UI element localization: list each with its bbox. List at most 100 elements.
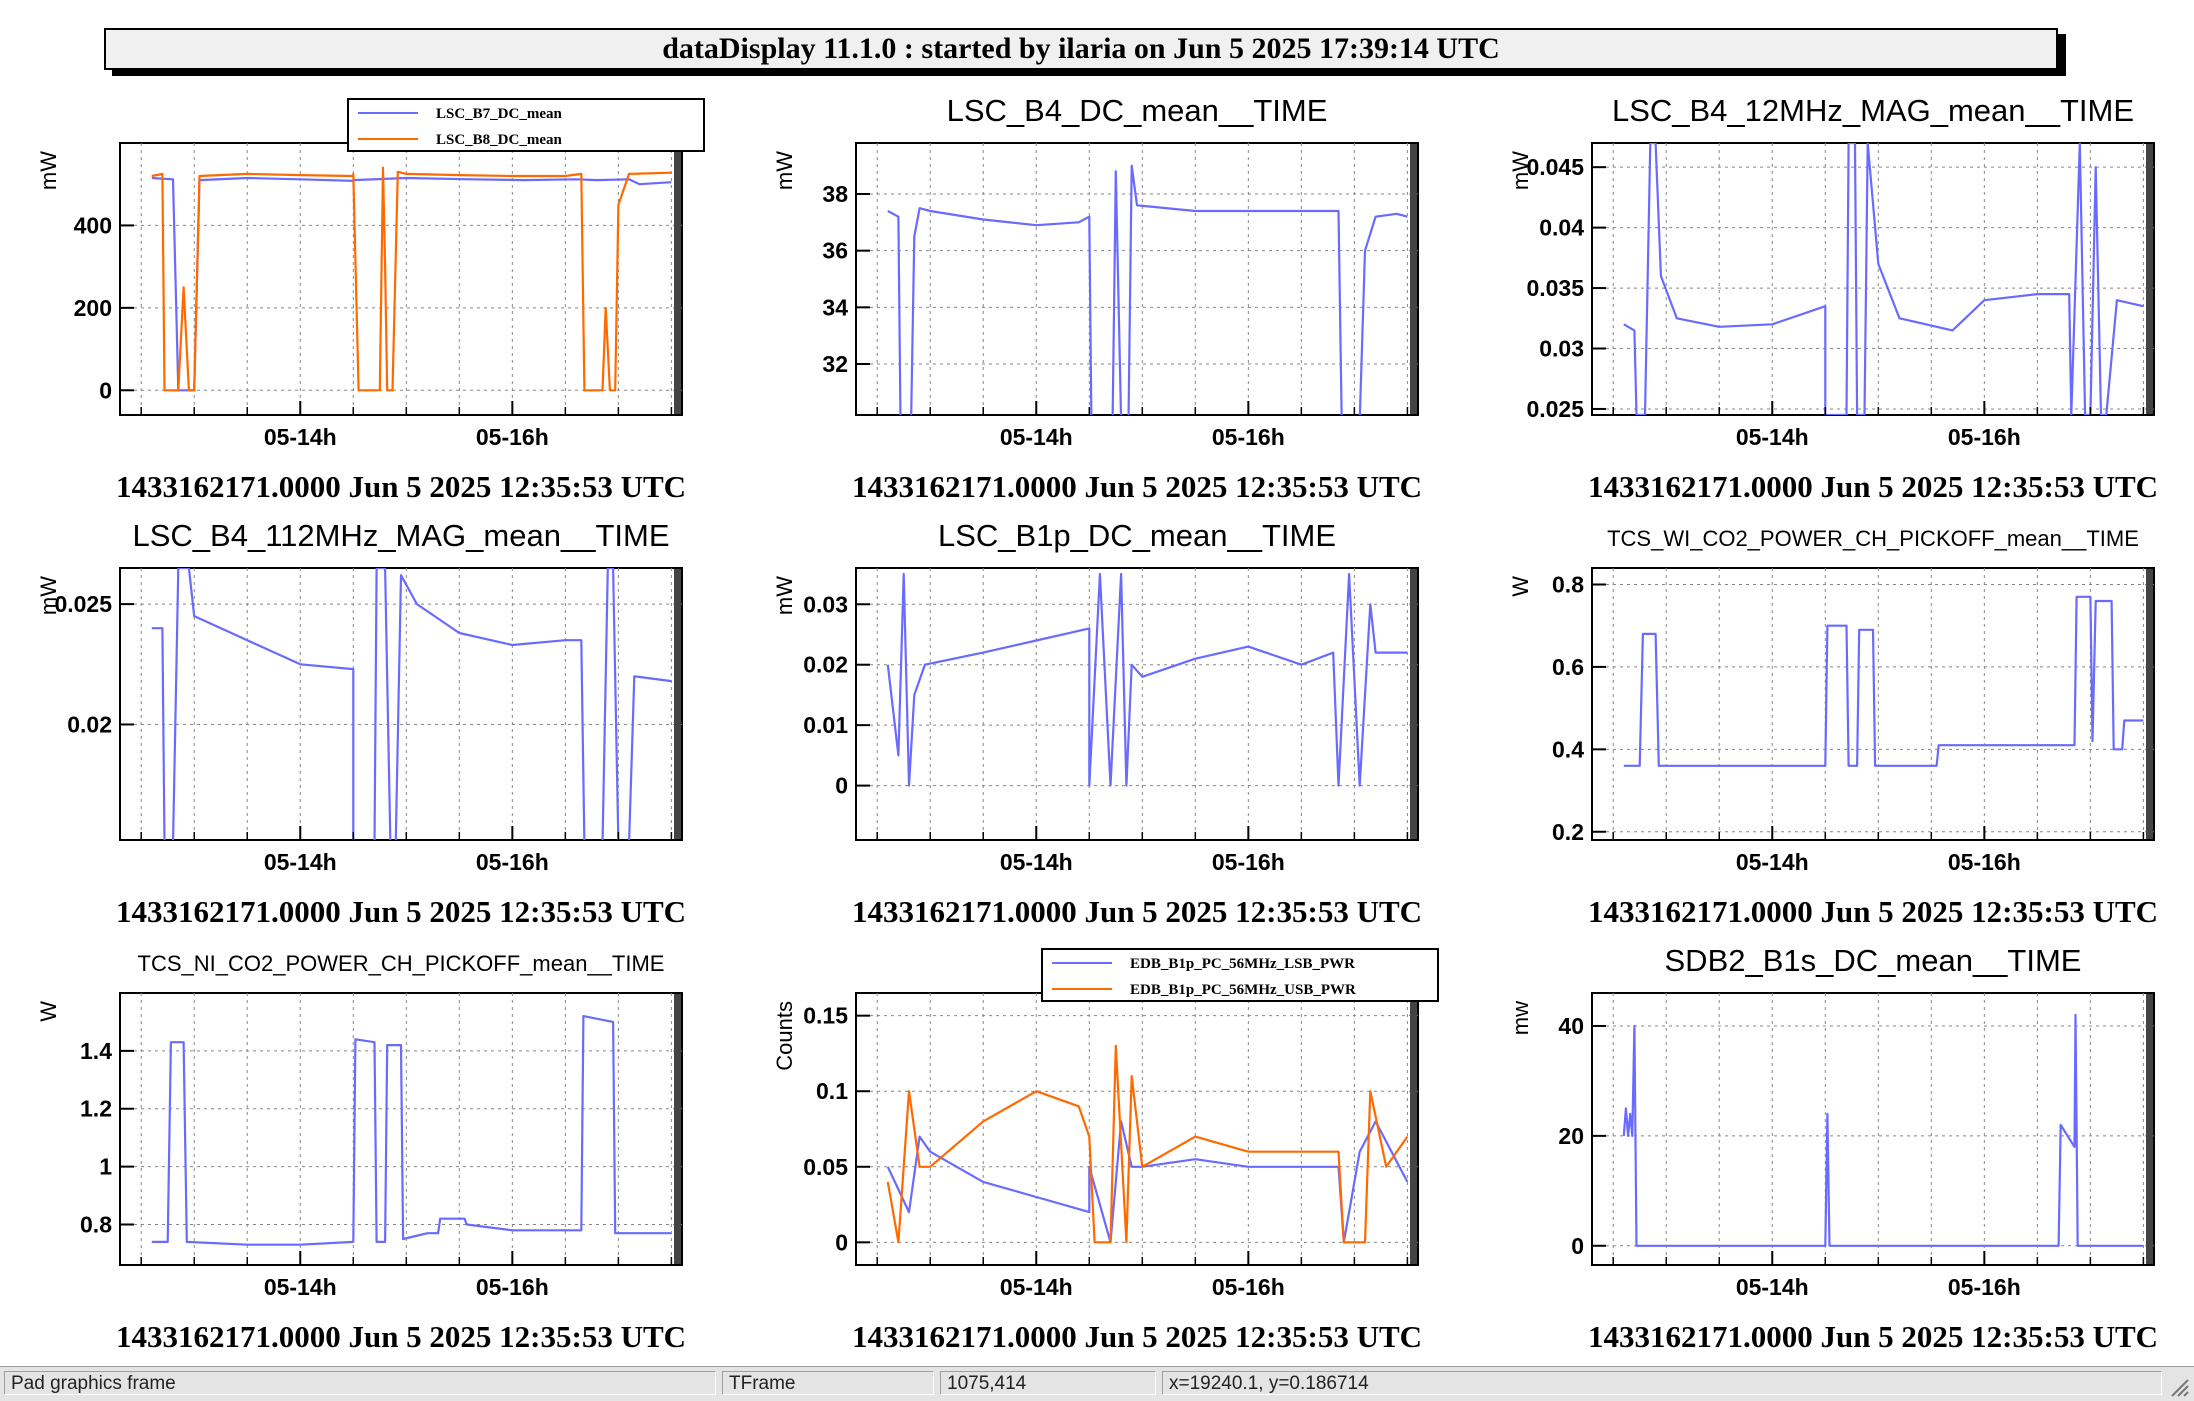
x-tick-label: 05-14h	[1736, 849, 1809, 875]
frame-edge-marker	[674, 994, 681, 1264]
y-tick-label: 0.03	[1539, 336, 1584, 362]
y-tick-label: 400	[74, 212, 112, 238]
y-tick-label: 0	[835, 1229, 848, 1255]
chart-title: LSC_B1p_DC_mean__TIME	[938, 518, 1336, 553]
y-tick-label: 0.02	[803, 652, 848, 678]
frame-edge-marker	[2146, 569, 2153, 839]
status-pixel-coords: 1075,414	[940, 1371, 1156, 1395]
x-tick-label: 05-16h	[1212, 424, 1285, 450]
x-tick-label: 05-14h	[1000, 849, 1073, 875]
y-tick-label: 0.4	[1552, 736, 1584, 762]
y-tick-label: 20	[1558, 1123, 1584, 1149]
y-tick-label: 0.03	[803, 591, 848, 617]
frame-edge-marker	[1410, 569, 1417, 839]
y-tick-label: 0.04	[1539, 215, 1584, 241]
legend-box	[347, 98, 705, 152]
series-line-2	[151, 166, 672, 392]
window-title: dataDisplay 11.1.0 : started by ilaria o…	[662, 32, 1500, 65]
y-tick-label: 0.02	[67, 711, 112, 737]
chart-title: TCS_WI_CO2_POWER_CH_PICKOFF_mean__TIME	[1607, 526, 2139, 551]
legend-label: LSC_B8_DC_mean	[436, 132, 563, 148]
series-line-1	[1623, 595, 2144, 767]
x-axis-label: 1433162171.0000 Jun 5 2025 12:35:53 UTC	[116, 469, 686, 504]
x-tick-label: 05-16h	[476, 1274, 549, 1300]
chart-panel-2: 32 34 36 38 05-14h 05-16h mW LSC_B4_DC_mean__TI…	[772, 93, 1422, 504]
plot-frame	[1591, 567, 2155, 841]
y-tick-label: 1.4	[80, 1038, 112, 1064]
y-tick-label: 40	[1558, 1013, 1584, 1039]
y-tick-label: 36	[822, 238, 848, 264]
legend-label: EDB_B1p_PC_56MHz_USB_PWR	[1130, 982, 1356, 998]
y-tick-label: 0.15	[803, 1003, 848, 1029]
x-tick-label: 05-16h	[476, 424, 549, 450]
x-tick-label: 05-16h	[1948, 1274, 2021, 1300]
chart-panel-8: 0 0.05 0.1 0.15 05-14h 05-16h Counts 1433162171…	[772, 948, 1439, 1354]
chart-title: LSC_B4_12MHz_MAG_mean__TIME	[1612, 93, 2134, 128]
y-axis-label: W	[1508, 576, 1533, 597]
plot-frame	[855, 567, 1419, 841]
x-axis-label: 1433162171.0000 Jun 5 2025 12:35:53 UTC	[116, 1319, 686, 1354]
y-tick-label: 200	[74, 295, 112, 321]
y-tick-label: 0.8	[80, 1211, 112, 1237]
x-tick-label: 05-16h	[1212, 1274, 1285, 1300]
y-tick-label: 0.05	[803, 1154, 848, 1180]
x-tick-label: 05-16h	[1948, 849, 2021, 875]
chart-title: TCS_NI_CO2_POWER_CH_PICKOFF_mean__TIME	[138, 951, 665, 976]
x-tick-label: 05-14h	[264, 849, 337, 875]
plot-frame	[119, 142, 683, 416]
legend-label: EDB_B1p_PC_56MHz_LSB_PWR	[1130, 956, 1355, 972]
y-tick-label: 0.01	[803, 712, 848, 738]
y-tick-label: 0.1	[816, 1078, 848, 1104]
series-line-1	[1623, 143, 2144, 415]
chart-panel-4: 0.02 0.025 05-14h 05-16h mW LSC_B4_112MHz_MAG…	[36, 518, 686, 929]
status-class-name: TFrame	[722, 1371, 934, 1395]
legend-box	[1041, 948, 1439, 1002]
y-axis-label: Counts	[772, 1001, 797, 1071]
series-line-1	[151, 1015, 672, 1246]
y-tick-label: 0.8	[1552, 571, 1584, 597]
x-axis-label: 1433162171.0000 Jun 5 2025 12:35:53 UTC	[852, 894, 1422, 929]
y-axis-label: mW	[36, 151, 61, 190]
chart-panel-7: 0.8 1 1.2 1.4 05-14h 05-16h W TCS_NI_CO2_POWER_…	[36, 951, 686, 1354]
chart-panel-3: 0.025 0.03 0.035 0.04 0.045 05-14h 05-16h mW LSC…	[1508, 93, 2158, 504]
x-tick-label: 05-14h	[1736, 1274, 1809, 1300]
x-tick-label: 05-16h	[476, 849, 549, 875]
y-tick-label: 0.025	[54, 591, 112, 617]
chart-title: LSC_B4_DC_mean__TIME	[947, 93, 1328, 128]
chart-title: LSC_B4_112MHz_MAG_mean__TIME	[132, 518, 669, 553]
x-axis-label: 1433162171.0000 Jun 5 2025 12:35:53 UTC	[116, 894, 686, 929]
series-line-1	[887, 164, 1408, 415]
y-axis-label: mW	[36, 576, 61, 615]
y-axis-label: mW	[772, 576, 797, 615]
status-object-info: Pad graphics frame	[4, 1371, 716, 1395]
y-axis-label: mW	[1508, 151, 1533, 190]
window-title-bar: dataDisplay 11.1.0 : started by ilaria o…	[104, 28, 2058, 70]
y-tick-label: 0	[835, 773, 848, 799]
x-tick-label: 05-14h	[1736, 424, 1809, 450]
x-tick-label: 05-14h	[1000, 424, 1073, 450]
y-tick-label: 32	[822, 351, 848, 377]
chart-panel-1: 0 200 400 05-14h 05-16h mW 1433162171.0000 Jun…	[36, 98, 705, 504]
resize-grip-icon[interactable]	[2168, 1376, 2190, 1398]
x-axis-label: 1433162171.0000 Jun 5 2025 12:35:53 UTC	[1588, 1319, 2158, 1354]
x-axis-label: 1433162171.0000 Jun 5 2025 12:35:53 UTC	[1588, 894, 2158, 929]
y-tick-label: 1.2	[80, 1096, 112, 1122]
x-tick-label: 05-14h	[264, 424, 337, 450]
series-line-2	[886, 1044, 1409, 1244]
x-axis-label: 1433162171.0000 Jun 5 2025 12:35:53 UTC	[852, 469, 1422, 504]
x-tick-label: 05-16h	[1212, 849, 1285, 875]
frame-edge-marker	[674, 569, 681, 839]
series-line-1	[886, 572, 1408, 787]
x-axis-label: 1433162171.0000 Jun 5 2025 12:35:53 UTC	[1588, 469, 2158, 504]
plot-frame	[1591, 142, 2155, 416]
y-tick-label: 1	[99, 1154, 112, 1180]
legend-label: LSC_B7_DC_mean	[436, 106, 563, 122]
frame-edge-marker	[2146, 144, 2153, 414]
frame-edge-marker	[674, 144, 681, 414]
chart-panel-9: 0 20 40 05-14h 05-16h mw SDB2_B1s_DC_mean__TIM…	[1508, 943, 2158, 1354]
y-tick-label: 0.035	[1526, 275, 1584, 301]
y-tick-label: 0	[1571, 1233, 1584, 1259]
x-tick-label: 05-14h	[1000, 1274, 1073, 1300]
x-tick-label: 05-14h	[264, 1274, 337, 1300]
